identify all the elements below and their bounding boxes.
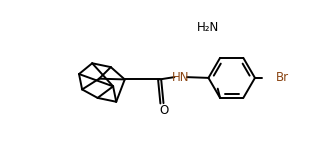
Text: H₂N: H₂N: [197, 21, 220, 34]
Text: Br: Br: [276, 71, 289, 84]
Text: O: O: [159, 104, 168, 117]
Text: HN: HN: [172, 71, 189, 84]
